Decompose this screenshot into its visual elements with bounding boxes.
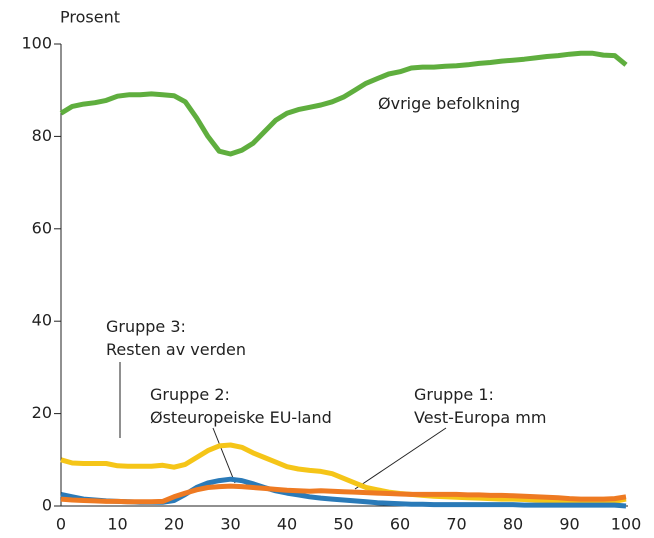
series-label-line: Øvrige befolkning xyxy=(378,94,520,113)
x-tick-label: 20 xyxy=(164,515,184,534)
series-label-line: Vest-Europa mm xyxy=(414,408,546,427)
y-axis-label: Prosent xyxy=(60,8,120,27)
x-tick-label: 40 xyxy=(277,515,297,534)
y-tick-label: 20 xyxy=(32,403,52,422)
x-tick-label: 0 xyxy=(56,515,66,534)
x-tick-label: 10 xyxy=(107,515,127,534)
y-tick-label: 40 xyxy=(32,311,52,330)
x-tick-label: 90 xyxy=(559,515,579,534)
series-label-line: Gruppe 1: xyxy=(414,385,494,404)
x-tick-label: 80 xyxy=(503,515,523,534)
series-label: Gruppe 1: Vest-Europa mm xyxy=(414,385,546,427)
series-label-line: Gruppe 2: xyxy=(150,385,230,404)
x-tick-label: 30 xyxy=(220,515,240,534)
series-line xyxy=(59,50,628,157)
x-tick-label: 50 xyxy=(333,515,353,534)
y-tick-label: 60 xyxy=(32,218,52,237)
series-label-line: Resten av verden xyxy=(106,340,246,359)
series-label-line: Østeuropeiske EU-land xyxy=(150,408,332,427)
x-tick-label: 100 xyxy=(611,515,642,534)
series-line xyxy=(60,483,627,505)
y-tick-label: 100 xyxy=(21,34,52,53)
y-tick-label: 80 xyxy=(32,126,52,145)
series-label-line: Gruppe 3: xyxy=(106,317,186,336)
leader-line xyxy=(212,427,236,484)
series-label: Gruppe 2: Østeuropeiske EU-land xyxy=(150,385,332,427)
x-tick-label: 60 xyxy=(390,515,410,534)
leader-line xyxy=(354,427,447,490)
x-tick-label: 70 xyxy=(446,515,466,534)
y-tick-label: 0 xyxy=(42,496,52,515)
series-label: Gruppe 3: Resten av verden xyxy=(106,317,246,359)
series-line xyxy=(60,442,627,504)
series-label: Øvrige befolkning xyxy=(378,94,520,113)
